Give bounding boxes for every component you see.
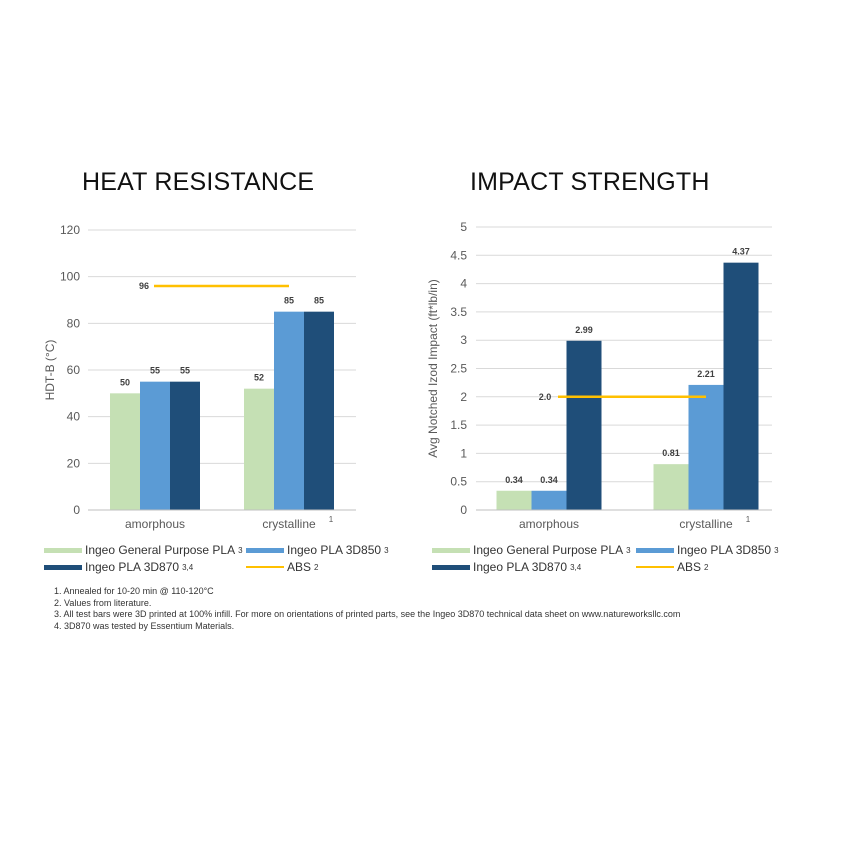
legend-swatch-abs — [246, 566, 284, 568]
y-tick-label: 0 — [460, 503, 467, 517]
bar — [496, 490, 532, 510]
bar-value-label: 55 — [180, 366, 190, 376]
legend-sup: 3,4 — [570, 562, 582, 572]
bar-value-label: 4.37 — [732, 247, 750, 257]
legend-item-abs: ABS 2 — [246, 560, 318, 574]
y-axis-label: HDT-B (°C) — [43, 340, 57, 401]
bar-value-label: 0.81 — [662, 448, 680, 458]
legend-label: Ingeo General Purpose PLA — [473, 543, 624, 557]
legend-swatch-pla-3d850 — [636, 547, 674, 553]
bar-value-label: 85 — [284, 296, 294, 306]
y-tick-label: 4 — [460, 277, 467, 291]
legend-label: ABS — [677, 560, 702, 574]
legend-swatch-abs — [636, 566, 674, 568]
legend-sup: 2 — [314, 562, 319, 572]
y-axis-label: Avg Notched Izod Impact (ft*lb/in) — [426, 279, 440, 458]
legend-label: Ingeo PLA 3D850 — [677, 543, 772, 557]
footnote-3: 3. All test bars were 3D printed at 100%… — [54, 609, 681, 620]
bar-value-label: 50 — [120, 377, 130, 387]
legend-item-pla-3d850: Ingeo PLA 3D850 3 — [636, 543, 779, 557]
bar — [244, 388, 274, 510]
bar — [140, 381, 170, 510]
bar — [688, 384, 724, 510]
bar-value-label: 55 — [150, 366, 160, 376]
legend-item-general-purpose: Ingeo General Purpose PLA 3 — [432, 543, 631, 557]
bar-value-label: 0.34 — [540, 475, 558, 485]
y-tick-label: 20 — [67, 456, 81, 470]
legend-swatch-general-purpose — [44, 547, 82, 553]
abs-reference-label: 96 — [139, 281, 149, 291]
y-tick-label: 120 — [60, 223, 80, 237]
legend-sup: 3 — [626, 545, 631, 555]
y-tick-label: 3.5 — [450, 305, 467, 319]
y-tick-label: 40 — [67, 410, 81, 424]
y-tick-label: 80 — [67, 316, 81, 330]
y-tick-label: 100 — [60, 270, 80, 284]
bar — [566, 340, 602, 510]
legend-label: Ingeo PLA 3D870 — [85, 560, 180, 574]
footnote-2: 2. Values from literature. — [54, 597, 152, 608]
y-tick-label: 60 — [67, 363, 81, 377]
legend-swatch-pla-3d870 — [432, 564, 470, 570]
bar — [304, 311, 334, 510]
y-tick-label: 2.5 — [450, 362, 467, 376]
legend-swatch-pla-3d870 — [44, 564, 82, 570]
bar-value-label: 2.21 — [697, 369, 715, 379]
legend-sup: 3 — [238, 545, 243, 555]
x-category-label: crystalline — [679, 517, 733, 531]
bar — [110, 393, 140, 510]
legend-item-pla-3d870: Ingeo PLA 3D870 3,4 — [432, 560, 581, 574]
footnotes: 1. Annealed for 10-20 min @ 110-120°C 2.… — [54, 586, 680, 632]
y-tick-label: 5 — [460, 220, 467, 234]
legend-item-pla-3d850: Ingeo PLA 3D850 3 — [246, 543, 389, 557]
legend-sup: 3 — [384, 545, 389, 555]
legend-label: Ingeo PLA 3D870 — [473, 560, 568, 574]
bar — [723, 262, 759, 510]
bar-value-label: 52 — [254, 373, 264, 383]
legend-label: ABS — [287, 560, 312, 574]
x-category-sup: 1 — [329, 515, 334, 524]
legend-sup: 3,4 — [182, 562, 194, 572]
bar-value-label: 2.99 — [575, 325, 593, 335]
legend-sup: 2 — [704, 562, 709, 572]
y-tick-label: 0 — [73, 503, 80, 517]
y-tick-label: 3 — [460, 333, 467, 347]
footnote-4: 4. 3D870 was tested by Essentium Materia… — [54, 620, 235, 631]
bar — [170, 381, 200, 510]
abs-reference-label: 2.0 — [539, 392, 552, 402]
x-category-label: crystalline — [262, 517, 316, 531]
legend-swatch-pla-3d850 — [246, 547, 284, 553]
bar — [653, 464, 689, 510]
footnote-1: 1. Annealed for 10-20 min @ 110-120°C — [54, 586, 214, 596]
legend-label: Ingeo PLA 3D850 — [287, 543, 382, 557]
bar-value-label: 85 — [314, 296, 324, 306]
y-tick-label: 2 — [460, 390, 467, 404]
x-category-label: amorphous — [125, 517, 185, 531]
heat-resistance-title: HEAT RESISTANCE — [82, 168, 315, 196]
x-category-label: amorphous — [519, 517, 579, 531]
y-tick-label: 1 — [460, 446, 467, 460]
legend-swatch-general-purpose — [432, 547, 470, 553]
y-tick-label: 1.5 — [450, 418, 467, 432]
bar — [274, 311, 304, 510]
legend-item-general-purpose: Ingeo General Purpose PLA 3 — [44, 543, 243, 557]
y-tick-label: 4.5 — [450, 248, 467, 262]
legend-item-abs: ABS 2 — [636, 560, 708, 574]
legend-label: Ingeo General Purpose PLA — [85, 543, 236, 557]
bar-value-label: 0.34 — [505, 475, 523, 485]
impact-strength-title: IMPACT STRENGTH — [470, 168, 710, 196]
y-tick-label: 0.5 — [450, 475, 467, 489]
bar — [531, 490, 567, 510]
legend-sup: 3 — [774, 545, 779, 555]
legend-item-pla-3d870: Ingeo PLA 3D870 3,4 — [44, 560, 193, 574]
x-category-sup: 1 — [746, 515, 751, 524]
